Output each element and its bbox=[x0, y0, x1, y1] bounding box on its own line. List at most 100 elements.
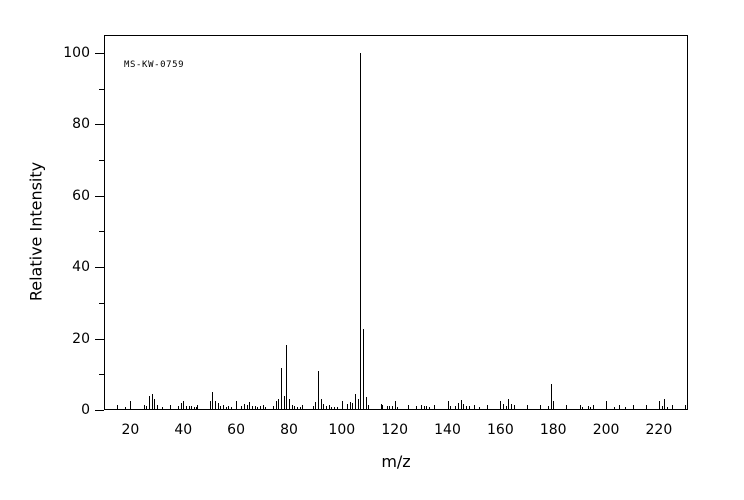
spectrum-peak bbox=[189, 406, 190, 410]
spectrum-peak bbox=[289, 399, 290, 410]
spectrum-peak bbox=[323, 404, 324, 410]
y-axis-major-tick bbox=[95, 338, 104, 340]
spectrum-peak bbox=[421, 407, 422, 410]
x-axis-tick-label: 200 bbox=[592, 422, 620, 438]
spectrum-peak bbox=[191, 406, 192, 410]
spectrum-peak bbox=[511, 404, 512, 410]
x-axis-minor-tick bbox=[381, 405, 383, 410]
spectrum-peak bbox=[337, 407, 338, 410]
spectrum-peak bbox=[252, 405, 253, 410]
spectrum-peak bbox=[426, 406, 427, 410]
x-axis-minor-tick bbox=[632, 405, 634, 410]
spectrum-peak bbox=[514, 406, 515, 410]
x-axis-minor-tick bbox=[196, 405, 198, 410]
y-axis-major-tick bbox=[95, 124, 104, 126]
spectrum-peak bbox=[347, 404, 348, 410]
spectrum-peak bbox=[416, 406, 417, 410]
x-axis-minor-tick bbox=[592, 405, 594, 410]
x-axis-minor-tick bbox=[645, 405, 647, 410]
spectrum-peak bbox=[331, 407, 332, 410]
spectrum-peak bbox=[455, 405, 456, 410]
spectrum-peak bbox=[461, 400, 462, 410]
spectrum-peak bbox=[479, 407, 480, 410]
spectrum-peak bbox=[244, 403, 245, 410]
x-axis-tick-label: 80 bbox=[280, 422, 298, 438]
spectrum-peak bbox=[487, 407, 488, 410]
y-axis-major-tick bbox=[95, 195, 104, 197]
x-axis-minor-tick bbox=[579, 405, 581, 410]
spectrum-peak bbox=[659, 407, 660, 410]
spectrum-peak bbox=[619, 406, 620, 410]
spectrum-peak bbox=[469, 406, 470, 410]
spectrum-peak bbox=[424, 405, 425, 410]
spectrum-peak bbox=[392, 406, 393, 410]
x-axis-tick-label: 220 bbox=[645, 422, 673, 438]
y-axis-title: Relative Intensity bbox=[26, 161, 46, 302]
spectrum-peak bbox=[218, 402, 219, 410]
spectrum-peak bbox=[352, 402, 353, 410]
spectrum-peak bbox=[350, 402, 351, 410]
y-axis-minor-tick bbox=[99, 231, 104, 233]
spectrum-peak bbox=[125, 407, 126, 410]
y-axis-minor-tick bbox=[99, 88, 104, 90]
spectrum-peak bbox=[387, 406, 388, 410]
spectrum-peak bbox=[355, 393, 356, 410]
y-axis-major-tick bbox=[95, 52, 104, 54]
y-axis-minor-tick bbox=[99, 160, 104, 161]
spectrum-peak bbox=[664, 399, 665, 410]
spectrum-peak bbox=[263, 407, 264, 410]
spectrum-peak bbox=[363, 329, 364, 410]
y-axis-major-tick bbox=[95, 410, 104, 411]
sample-id-label: MS-KW-0759 bbox=[124, 60, 185, 70]
spectrum-peak bbox=[614, 407, 615, 410]
x-axis-minor-tick bbox=[104, 405, 105, 410]
spectrum-peak bbox=[223, 405, 224, 410]
spectrum-peak bbox=[154, 398, 155, 410]
spectrum-peak bbox=[249, 402, 250, 410]
spectrum-peak bbox=[220, 406, 221, 410]
spectrum-peak bbox=[286, 345, 287, 410]
x-axis-major-tick bbox=[447, 401, 449, 410]
spectrum-peak bbox=[260, 406, 261, 410]
spectrum-peak bbox=[281, 367, 282, 410]
spectrum-peak bbox=[450, 406, 451, 410]
spectrum-peak bbox=[152, 393, 153, 410]
spectrum-peak bbox=[157, 406, 158, 410]
y-axis-tick-label: 60 bbox=[72, 187, 90, 204]
x-axis-major-tick bbox=[236, 401, 238, 410]
spectrum-peak bbox=[265, 407, 266, 410]
spectrum-peak bbox=[284, 395, 285, 410]
spectrum-peak bbox=[360, 52, 361, 410]
spectrum-peak bbox=[149, 396, 150, 410]
x-axis-tick-label: 40 bbox=[174, 422, 193, 438]
y-axis-major-tick bbox=[95, 267, 104, 269]
spectrum-peak bbox=[297, 407, 298, 410]
x-axis-tick-label: 100 bbox=[328, 422, 356, 438]
y-axis-tick-label: 40 bbox=[72, 259, 90, 276]
x-axis-minor-tick bbox=[540, 405, 541, 410]
spectrum-peak bbox=[506, 405, 507, 410]
x-axis-tick-label: 20 bbox=[121, 422, 140, 438]
x-axis-major-tick bbox=[394, 401, 396, 410]
x-axis-tick-label: 140 bbox=[434, 422, 461, 438]
spectrum-peak bbox=[625, 407, 626, 410]
spectrum-peak bbox=[292, 405, 293, 410]
x-axis-title: m/z bbox=[381, 452, 411, 471]
spectrum-peak bbox=[215, 400, 216, 410]
spectrum-peak bbox=[194, 407, 195, 410]
spectrum-peak bbox=[241, 406, 242, 410]
spectrum-peak bbox=[368, 405, 369, 410]
x-axis-tick-label: 120 bbox=[381, 422, 409, 438]
spectrum-peak bbox=[366, 397, 367, 410]
spectrum-peak bbox=[318, 370, 319, 410]
spectrum-peak bbox=[389, 405, 390, 410]
y-axis-tick-label: 20 bbox=[72, 330, 90, 347]
x-axis-major-tick bbox=[130, 401, 132, 410]
spectrum-peak bbox=[300, 407, 301, 410]
spectrum-peak bbox=[590, 407, 591, 410]
spectrum-peak bbox=[466, 405, 467, 410]
spectrum-peak bbox=[381, 404, 382, 410]
spectrum-peak bbox=[186, 405, 187, 410]
spectrum-peak bbox=[667, 407, 668, 410]
